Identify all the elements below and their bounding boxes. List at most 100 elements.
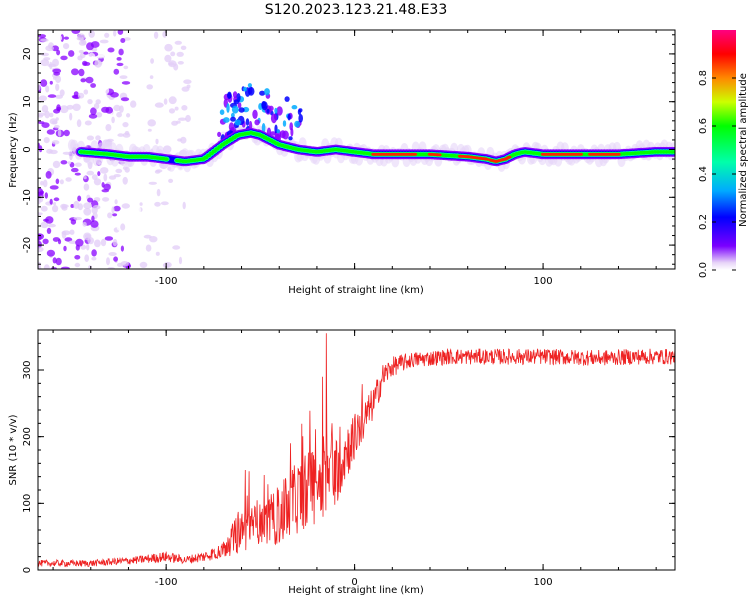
noise-blob [38, 95, 48, 102]
noise-blob [74, 172, 81, 176]
spectrogram-y-ticks: -20 -10 0 10 20 [22, 34, 675, 265]
noise-blob [103, 183, 111, 191]
noise-blob [164, 54, 172, 63]
noise-blob [44, 192, 48, 199]
noise-blob [69, 229, 75, 235]
noise-blob [76, 119, 82, 128]
branch-blob [226, 103, 230, 113]
noise-blob [117, 133, 124, 137]
noise-blob [88, 113, 98, 119]
branch-blob [294, 120, 300, 128]
noise-blob [183, 79, 192, 84]
noise-blob [47, 223, 56, 228]
branch-blob [264, 88, 270, 96]
spectrogram-x-axis-title: Height of straight line (km) [288, 285, 424, 296]
noise-blob [43, 137, 50, 144]
noise-blob [74, 262, 81, 268]
noise-blob [40, 205, 48, 212]
y-tick-label: 10 [22, 95, 33, 108]
colorbar-tick-label: 0.4 [698, 166, 709, 182]
noise-blob [174, 106, 179, 111]
noise-blob [49, 185, 59, 190]
noise-blob [53, 124, 60, 129]
noise-blob [75, 238, 84, 247]
noise-blob [38, 261, 42, 269]
noise-blob [106, 257, 110, 266]
noise-blob [53, 71, 61, 76]
ridge-hot [437, 153, 442, 157]
noise-blob [145, 244, 152, 252]
noise-blob [55, 117, 59, 121]
noise-blob [77, 33, 86, 41]
noise-blob [62, 151, 71, 155]
branch-blob [232, 91, 238, 99]
branch-blob [247, 83, 252, 88]
noise-blob [176, 120, 181, 124]
noise-blob [74, 254, 81, 260]
noise-blob [163, 98, 168, 105]
noise-blob [181, 86, 190, 92]
noise-blob [63, 43, 70, 50]
noise-blob [148, 181, 157, 185]
noise-blob [123, 37, 131, 41]
noise-blob [41, 52, 49, 57]
noise-blob [156, 188, 161, 197]
noise-blob [153, 31, 159, 39]
noise-blob [116, 57, 122, 61]
noise-blob [68, 50, 75, 57]
y-tick-label: 100 [22, 494, 33, 513]
noise-blob [182, 201, 186, 210]
branch-blob [270, 113, 277, 124]
noise-blob [147, 128, 152, 132]
noise-blob [87, 197, 94, 203]
noise-blob [60, 266, 70, 269]
noise-blob [85, 76, 94, 84]
noise-blob [149, 236, 158, 243]
noise-blob [62, 256, 70, 261]
noise-blob [177, 72, 182, 81]
colorbar: 0.0 0.2 0.4 0.6 0.8 Normalized spectral ampl… [698, 30, 749, 278]
noise-blob [174, 40, 182, 45]
noise-blob [149, 75, 154, 79]
noise-blob [38, 84, 41, 91]
x-tick-label: 100 [534, 276, 553, 287]
noise-blob [40, 79, 48, 87]
noise-blob [172, 245, 181, 250]
noise-blob [49, 198, 53, 205]
noise-blob [122, 132, 131, 138]
spectrogram-y-axis-title: Frequency (Hz) [8, 112, 19, 188]
noise-blob [101, 182, 105, 188]
snr-panel: -100 0 100 0 100 200 300 Height of straight l… [8, 329, 676, 596]
noise-blob [128, 171, 133, 176]
branch-blob [261, 101, 268, 111]
branch-blob [266, 108, 270, 114]
noise-blob [80, 78, 86, 83]
noise-blob [55, 257, 62, 266]
noise-blob [38, 195, 44, 203]
noise-blob [59, 105, 69, 114]
noise-blob [40, 221, 49, 229]
noise-blob [178, 117, 187, 121]
noise-blob [53, 202, 57, 206]
branch-blob [238, 107, 245, 113]
noise-blob [91, 256, 97, 261]
noise-blob [92, 205, 101, 210]
noise-blob [42, 238, 49, 245]
noise-blob [86, 42, 94, 51]
noise-blob [57, 129, 62, 137]
noise-blob [55, 178, 60, 185]
branch-blob [291, 105, 298, 110]
noise-blob [113, 256, 118, 262]
noise-blob [83, 202, 92, 209]
noise-blob [56, 106, 62, 111]
noise-blob [130, 100, 137, 108]
noise-blob [110, 92, 119, 98]
noise-blob [116, 111, 122, 118]
noise-blob [108, 252, 117, 256]
noise-blob [170, 51, 176, 57]
branch-blob [282, 120, 287, 127]
snr-x-ticks: -100 0 100 [52, 330, 657, 588]
noise-blob [96, 54, 105, 58]
noise-blob [86, 170, 95, 176]
